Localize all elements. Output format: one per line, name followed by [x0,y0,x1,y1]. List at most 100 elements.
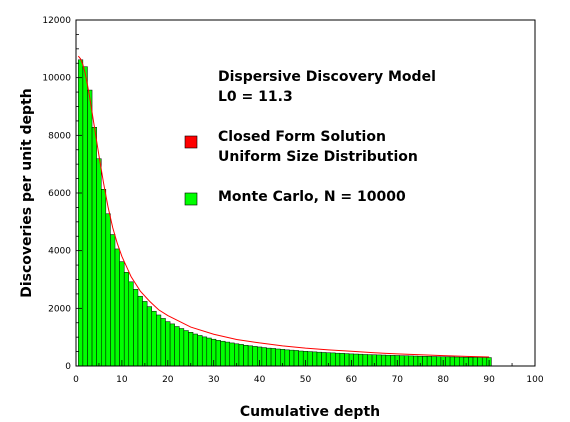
bar [220,340,226,367]
y-axis-ticks: 0 2000 4000 6000 8000 10000 12000 [42,16,82,372]
bar [101,189,107,367]
bar [174,326,180,367]
annotation-l0: L0 = 11.3 [218,89,293,105]
bar [449,356,455,367]
bar [110,234,116,367]
bar [376,354,382,367]
bar [316,351,322,367]
bar [408,355,414,367]
bar [472,357,478,367]
bar [165,321,171,367]
bar [468,357,474,367]
x-tick-label: 100 [526,375,543,385]
y-tick-label: 2000 [48,304,71,314]
bar [481,357,488,367]
bar [266,347,272,367]
bar [215,340,221,367]
bar [128,281,134,367]
bar [422,356,428,367]
bar [114,248,120,367]
bar [380,354,387,367]
bar [358,353,364,367]
bar [142,301,148,367]
annotation-block: Dispersive Discovery Model L0 = 11.3 [218,69,436,105]
x-tick-label: 90 [483,375,495,385]
bar [335,352,341,367]
y-axis-label: Discoveries per unit depth [19,88,35,298]
x-tick-label: 80 [437,375,449,385]
bar [289,349,295,367]
bar [385,354,391,367]
bar [436,356,442,367]
bar [133,289,139,367]
bar [362,354,368,367]
bar [344,353,350,367]
bar [399,355,405,367]
bar [284,349,290,367]
bar [431,356,437,367]
y-tick-label: 10000 [42,74,71,84]
x-tick-label: 70 [392,375,404,385]
bar [247,345,253,367]
bar [137,295,143,367]
bar [252,346,258,367]
y-tick-label: 4000 [48,247,71,257]
x-tick-label: 20 [162,375,174,385]
bar [105,213,111,367]
bar [238,344,244,367]
bar [156,314,162,367]
bar [183,330,189,367]
bar [454,356,460,367]
bar [87,89,93,367]
y-tick-label: 12000 [42,16,71,26]
bar [160,318,166,367]
x-tick-label: 40 [254,375,266,385]
bar [459,356,465,367]
x-axis-ticks: 0 10 20 30 40 50 60 70 80 90 100 [73,360,544,385]
y-tick-label: 8000 [48,131,71,141]
bar [192,333,198,367]
bar [307,351,313,367]
y-tick-label: 6000 [48,189,71,199]
bar [426,356,432,367]
x-axis-label: Cumulative depth [240,404,380,420]
bar [243,344,249,367]
bar [445,356,451,367]
x-tick-label: 50 [300,375,312,385]
bar [146,306,152,367]
bar [123,272,130,367]
bar [78,59,84,367]
bar [201,336,208,367]
bar [413,355,419,367]
bar [275,348,281,367]
bar [477,357,483,367]
bar [321,352,327,367]
x-tick-label: 0 [73,375,79,385]
bar [91,127,97,367]
monte-carlo-bars [78,59,492,367]
bar [270,348,276,367]
bar [353,353,359,367]
legend-swatch-closed-form [184,135,198,149]
y-tick-label: 0 [65,362,71,372]
legend-swatch-monte-carlo [184,192,198,206]
bar [188,332,194,367]
bar [293,350,299,367]
legend-label-closed-form-line2: Uniform Size Distribution [218,149,418,165]
bar [367,354,373,367]
bar [179,328,185,367]
bar [261,347,267,367]
closed-form-curve [77,55,490,358]
bar [224,341,231,367]
bar [82,66,88,367]
bar [197,335,203,367]
bar [339,353,345,367]
x-tick-label: 10 [116,375,128,385]
bar [298,350,304,367]
bar [169,323,175,367]
bar [312,351,318,367]
annotation-model-title: Dispersive Discovery Model [218,69,436,85]
bar [206,337,212,367]
bar [151,310,157,367]
